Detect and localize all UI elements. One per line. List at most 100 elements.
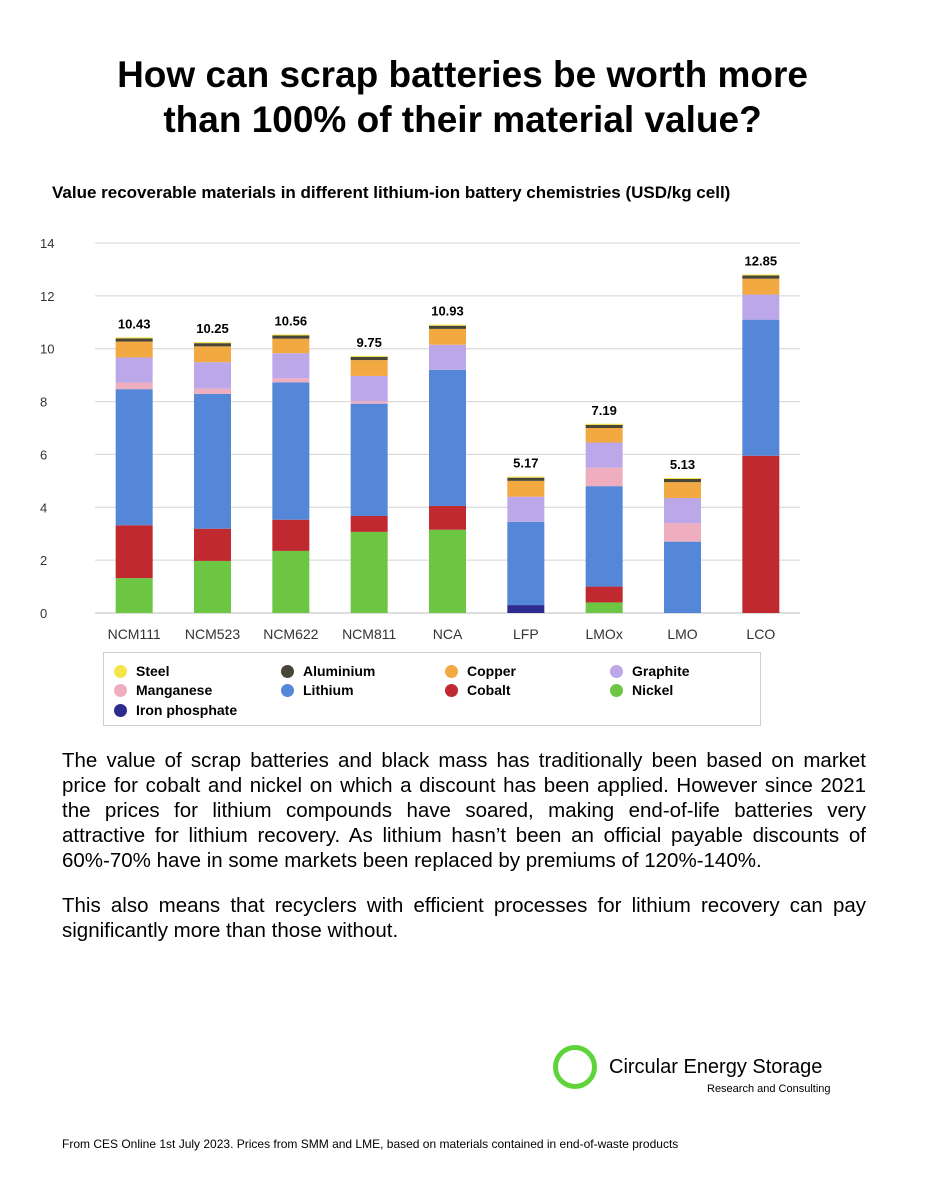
legend-label: Manganese xyxy=(136,682,213,698)
legend-item-steel: Steel xyxy=(114,662,169,680)
bar-segment xyxy=(272,334,310,336)
body-paragraph-2: This also means that recyclers with effi… xyxy=(62,894,866,942)
x-tick-label: LFP xyxy=(513,626,539,642)
x-tick-label: LMO xyxy=(667,626,697,642)
stacked-bar-chart: 0 2 4 6 8 10 12 14 10.43 NCM111 10.25 NCM523 10.56 NC… xyxy=(40,236,800,642)
bar-segment xyxy=(664,479,701,483)
page-title: How can scrap batteries be worth more th… xyxy=(0,52,925,142)
bar-segment xyxy=(585,423,623,425)
bar-segment xyxy=(664,482,701,499)
y-tick-label: 14 xyxy=(40,236,54,251)
bar-segment xyxy=(194,343,231,347)
y-tick-label: 10 xyxy=(40,342,54,357)
legend-item-aluminium: Aluminium xyxy=(281,662,375,680)
bar-total-label: 12.85 xyxy=(745,253,778,268)
bar-segment xyxy=(194,346,231,363)
body-paragraph-1: The value of scrap batteries and black m… xyxy=(62,749,866,872)
title-line-2: than 100% of their material value? xyxy=(163,99,762,140)
bar-segment xyxy=(742,294,780,320)
title-line-1: How can scrap batteries be worth more xyxy=(117,54,808,95)
bar-segment xyxy=(115,337,153,339)
legend-item-cobalt: Cobalt xyxy=(445,681,511,699)
bar-segment xyxy=(350,360,388,376)
bar-total-label: 5.13 xyxy=(670,457,695,472)
bar-total-label: 10.25 xyxy=(196,321,229,336)
legend-label: Nickel xyxy=(632,682,674,698)
bar-segment xyxy=(429,328,466,345)
bar-segment xyxy=(350,403,388,517)
bar-segment xyxy=(272,550,310,613)
bar-segment xyxy=(507,476,545,478)
bar-segment xyxy=(507,477,545,481)
bar-segment xyxy=(350,516,388,532)
bar-segment xyxy=(742,274,780,276)
x-tick-label: NCM622 xyxy=(263,626,318,642)
y-tick-label: 12 xyxy=(40,289,54,304)
bar-segment xyxy=(272,519,310,551)
legend-swatch xyxy=(445,684,458,697)
chart-legend: Steel Aluminium Copper Graphite Manganes… xyxy=(103,652,761,726)
bar-segment xyxy=(585,486,623,587)
bar-segment xyxy=(272,382,310,520)
legend-label: Graphite xyxy=(632,663,690,679)
y-tick-label: 8 xyxy=(40,395,47,410)
bar-segment xyxy=(115,341,153,358)
bar-segment xyxy=(194,528,231,561)
bar-segment xyxy=(350,531,388,613)
bar-segment xyxy=(194,560,231,613)
y-tick-label: 6 xyxy=(40,447,47,462)
chart-title: Value recoverable materials in different… xyxy=(52,183,731,202)
legend-swatch xyxy=(610,665,623,678)
logo-name: Circular Energy Storage xyxy=(609,1056,823,1078)
bar-segment xyxy=(664,541,701,613)
legend-swatch xyxy=(114,684,127,697)
bar-segment xyxy=(507,605,545,613)
bar-segment xyxy=(115,382,153,390)
bar-segment xyxy=(507,480,545,497)
bar-total-label: 10.56 xyxy=(275,313,308,328)
bar-segment xyxy=(742,455,780,613)
logo-tagline: Research and Consulting xyxy=(707,1083,831,1095)
bar-segment xyxy=(585,442,623,468)
bar-segment xyxy=(115,357,153,383)
y-tick-label: 0 xyxy=(40,606,47,621)
bar-segment xyxy=(350,375,388,402)
legend-item-manganese: Manganese xyxy=(114,681,212,699)
bar-segment xyxy=(194,388,231,394)
bar-segment xyxy=(429,325,466,329)
bar-total-label: 9.75 xyxy=(357,335,382,350)
bar-segment xyxy=(742,275,780,279)
legend-item-copper: Copper xyxy=(445,662,516,680)
legend-label: Copper xyxy=(467,663,516,679)
bar-total-label: 10.43 xyxy=(118,316,151,331)
bar-segment xyxy=(272,353,310,379)
bar-segment xyxy=(115,389,153,526)
bar-segment xyxy=(429,529,466,613)
legend-swatch xyxy=(114,665,127,678)
bar-segment xyxy=(194,342,231,344)
bar-segment xyxy=(429,324,466,326)
legend-swatch xyxy=(445,665,458,678)
bar-segment xyxy=(272,335,310,339)
bar-segment xyxy=(429,505,466,530)
legend-swatch xyxy=(281,684,294,697)
x-tick-label: LCO xyxy=(746,626,775,642)
bar-segment xyxy=(429,369,466,506)
bar-segment xyxy=(115,578,153,613)
source-footnote: From CES Online 1st July 2023. Prices fr… xyxy=(62,1137,679,1151)
bar-segment xyxy=(507,496,545,522)
legend-swatch xyxy=(610,684,623,697)
bar-segment xyxy=(742,278,780,295)
x-tick-label: NCM111 xyxy=(108,626,161,642)
legend-label: Steel xyxy=(136,663,170,679)
bar-segment xyxy=(272,378,310,383)
bar-segment xyxy=(585,586,623,603)
y-tick-label: 2 xyxy=(40,553,47,568)
legend-label: Iron phosphate xyxy=(136,702,238,718)
bar-segment xyxy=(350,401,388,404)
bar-segment xyxy=(585,467,623,487)
body-text: The value of scrap batteries and black m… xyxy=(62,748,866,963)
x-tick-label: NCM523 xyxy=(185,626,240,642)
legend-label: Aluminium xyxy=(303,663,376,679)
bar-segment xyxy=(429,344,466,370)
